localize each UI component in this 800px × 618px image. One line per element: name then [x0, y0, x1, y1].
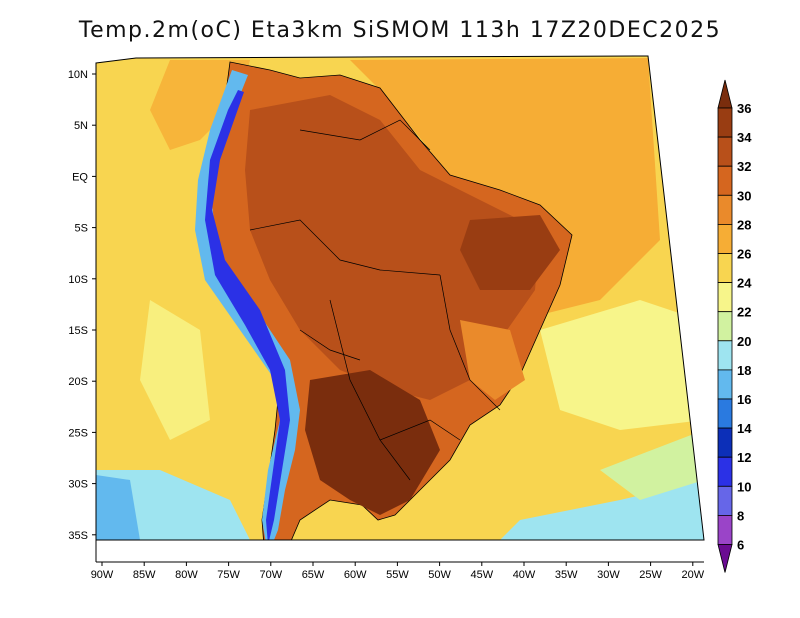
pacific-mild-zone	[140, 300, 210, 440]
colorbar-label: 14	[737, 421, 752, 436]
colorbar-label: 22	[737, 305, 751, 320]
colorbar-label: 6	[737, 538, 744, 553]
colorbar-label: 18	[737, 363, 751, 378]
colorbar-label: 24	[737, 276, 752, 291]
colorbar-label: 20	[737, 334, 751, 349]
colorbar-segment	[717, 398, 733, 429]
south-atlantic-mild	[600, 430, 704, 500]
lon-label: 25W	[639, 569, 662, 581]
colorbar-segment	[717, 194, 733, 225]
chaco-hottest-zone	[305, 370, 440, 515]
colorbar-segment	[717, 136, 733, 167]
colorbar-label: 12	[737, 450, 751, 465]
lon-label: 80W	[175, 569, 198, 581]
lon-label: 70W	[259, 569, 282, 581]
lon-label: 75W	[217, 569, 240, 581]
andes-peaks	[205, 90, 290, 540]
colorbar-segment	[717, 165, 733, 196]
lat-label: EQ	[72, 171, 88, 183]
colorbar-label: 8	[737, 508, 744, 523]
colorbar-segment	[717, 515, 733, 545]
lat-label: 35S	[68, 530, 88, 542]
country-borders	[249, 119, 501, 481]
lon-label: 30W	[597, 569, 620, 581]
lon-label: 35W	[555, 569, 578, 581]
lon-label: 50W	[428, 569, 451, 581]
lat-label: 30S	[68, 479, 88, 491]
lat-label: 20S	[68, 376, 88, 388]
lon-label: 20W	[681, 569, 704, 581]
colorbar-label: 26	[737, 247, 751, 262]
colorbar-segment	[717, 282, 733, 313]
colorbar-bottom-arrow	[717, 544, 733, 573]
lat-label: 10S	[68, 274, 88, 286]
map-title: Temp.2m(oC) Eta3km SiSMOM 113h 17Z20DEC2…	[78, 18, 722, 43]
colorbar-label: 28	[737, 217, 751, 232]
colorbar-segment	[717, 485, 733, 516]
lon-label: 90W	[91, 569, 114, 581]
lat-label: 15S	[68, 325, 88, 337]
lat-label: 10N	[68, 69, 88, 81]
southeast-warm-zone	[460, 320, 525, 400]
colorbar-segment	[717, 456, 733, 487]
map-domain	[96, 56, 704, 540]
lon-label: 65W	[302, 569, 325, 581]
lat-label: 25S	[68, 427, 88, 439]
lon-label: 45W	[470, 569, 493, 581]
colorbar-segment	[717, 107, 733, 138]
longitude-axis: 90W 85W 80W 75W 70W 65W 60W 55W 50W 45W 40W 35W 30W 2…	[91, 562, 705, 581]
colorbar-label: 30	[737, 188, 751, 203]
colorbar-segment	[717, 253, 733, 284]
lat-label: 5S	[75, 223, 88, 235]
colorbar-label: 36	[737, 101, 751, 116]
colorbar-top-arrow	[717, 79, 733, 109]
lon-label: 60W	[344, 569, 367, 581]
colorbar-label: 16	[737, 392, 751, 407]
latitude-axis: 10N 5N EQ 5S 10S 15S 20S 25S 30S 35S	[68, 69, 96, 542]
colorbar-segment	[717, 223, 733, 254]
lon-label: 40W	[513, 569, 536, 581]
colorbar-label: 32	[737, 159, 751, 174]
northeast-hot-zone	[460, 215, 560, 290]
colorbar-segment	[717, 369, 733, 400]
colorbar-label: 34	[737, 130, 752, 145]
lat-label: 5N	[74, 120, 88, 132]
lon-label: 55W	[386, 569, 409, 581]
south-pacific-colder	[96, 475, 140, 540]
lon-label: 85W	[133, 569, 156, 581]
atlantic-warm-band	[350, 58, 660, 320]
atlantic-mild-zone	[540, 300, 704, 430]
colorbar-segment	[717, 340, 733, 371]
colorbar: 36 34 32 30 28 26 24 22 20 18 16 14 12 10 8 6	[717, 79, 752, 573]
pacific-warm-band	[150, 60, 250, 150]
colorbar-segment	[717, 427, 733, 458]
colorbar-segment	[717, 311, 733, 342]
colorbar-label: 10	[737, 479, 751, 494]
